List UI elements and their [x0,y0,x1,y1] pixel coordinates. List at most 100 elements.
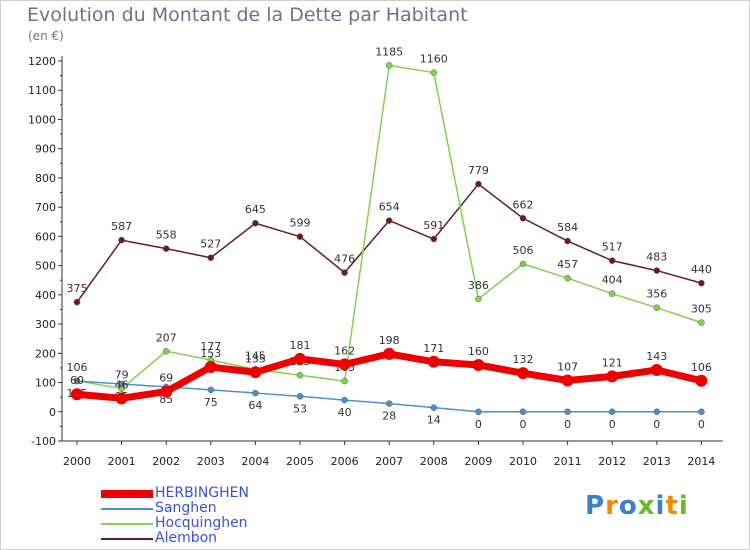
data-point-sanghen [341,396,348,404]
data-point-alembon [475,180,482,188]
brand-logo: Proxiti [585,491,695,527]
data-point-hocquinghen [519,260,527,268]
brand-logo-letter: t [665,491,679,521]
data-point-sanghen [653,408,661,416]
data-label-herbinghen: 160 [468,345,489,358]
data-point-alembon [341,269,348,276]
data-point-herbinghen [427,355,440,368]
chart-title: Evolution du Montant de la Dette par Hab… [27,4,468,26]
legend-label: Alembon [155,530,218,546]
y-tick-label: 400 [35,289,56,302]
data-label-alembon: 558 [156,229,177,242]
legend-label: Hocquinghen [155,515,248,531]
data-label-herbinghen: 121 [602,356,623,369]
data-point-alembon [162,245,170,252]
data-point-hocquinghen [698,319,705,326]
data-label-hocquinghen: 177 [200,340,221,353]
data-point-sanghen [385,400,393,407]
data-point-alembon [564,237,571,245]
data-label-herbinghen: 60 [70,374,84,387]
data-label-alembon: 527 [200,238,221,251]
data-label-hocquinghen: 404 [602,274,623,287]
data-label-alembon: 662 [513,198,534,211]
data-label-alembon: 517 [602,241,623,254]
data-point-sanghen [296,393,304,400]
y-tick-label: 100 [35,377,56,390]
x-tick-label: 2004 [241,455,269,468]
data-label-herbinghen: 106 [691,361,712,374]
data-point-herbinghen [204,361,217,374]
data-label-sanghen: 14 [427,414,441,427]
data-label-hocquinghen: 145 [245,349,266,362]
x-tick-label: 2011 [554,455,582,468]
data-label-alembon: 476 [334,253,355,266]
y-tick-label: 0 [49,406,56,419]
data-point-sanghen [73,377,81,385]
x-tick-label: 2014 [687,455,715,468]
data-label-sanghen: 0 [609,418,616,431]
data-label-alembon: 591 [423,219,444,232]
data-label-hocquinghen: 305 [691,303,712,316]
brand-logo-letter: x [637,491,656,521]
data-label-alembon: 645 [245,203,266,216]
data-point-herbinghen [695,374,708,387]
data-point-herbinghen [115,392,128,405]
x-tick-label: 2001 [108,455,136,468]
data-label-hocquinghen: 386 [468,279,489,292]
data-label-herbinghen: 181 [290,339,311,352]
data-point-alembon [385,217,393,224]
y-tick-label: 600 [35,230,56,243]
chart-subtitle: (en €) [28,29,64,43]
data-label-sanghen: 75 [204,396,218,409]
brand-logo-letter: o [618,491,638,521]
x-tick-label: 2006 [331,455,359,468]
data-point-hocquinghen [385,62,393,69]
data-point-alembon [698,279,705,287]
data-label-herbinghen: 198 [379,334,400,347]
data-label-herbinghen: 132 [513,353,534,366]
x-tick-label: 2005 [286,455,314,468]
data-point-hocquinghen [564,274,571,282]
data-point-sanghen [252,389,259,397]
data-point-herbinghen [472,359,485,371]
data-point-herbinghen [249,366,262,379]
y-tick-label: 800 [35,172,56,185]
data-label-herbinghen: 162 [334,344,355,357]
data-label-sanghen: 64 [248,399,262,412]
data-point-sanghen [118,380,125,388]
data-label-herbinghen: 171 [423,342,444,355]
data-label-alembon: 587 [111,220,132,233]
data-point-hocquinghen [296,371,304,379]
data-point-sanghen [430,404,438,411]
data-label-herbinghen: 143 [646,350,667,363]
data-label-alembon: 779 [468,164,489,177]
data-point-hocquinghen [430,69,438,76]
data-label-alembon: 654 [379,201,400,214]
data-point-alembon [519,215,527,222]
data-label-sanghen: 0 [520,418,527,431]
data-point-alembon [118,236,125,244]
brand-logo-text: Proxiti [585,491,689,521]
data-label-sanghen: 0 [653,418,660,431]
data-label-alembon: 375 [67,282,88,295]
y-tick-label: 1000 [28,113,56,126]
data-label-hocquinghen: 207 [156,331,177,344]
data-point-hocquinghen [475,295,482,303]
data-label-herbinghen: 46 [115,378,129,391]
x-tick-label: 2010 [509,455,537,468]
y-tick-label: 1100 [28,84,56,97]
data-point-herbinghen [517,367,529,380]
brand-logo-letter: i [655,491,666,521]
data-label-herbinghen: 153 [200,347,221,360]
data-point-sanghen [608,408,616,416]
data-label-alembon: 584 [557,221,578,234]
brand-logo-letter: r [605,491,619,521]
data-point-hocquinghen [608,290,616,297]
legend-swatch [101,490,153,498]
data-label-hocquinghen: 79 [115,369,129,382]
x-tick-label: 2008 [420,455,448,468]
data-point-sanghen [698,408,705,416]
data-label-herbinghen: 135 [245,352,266,365]
legend-swatch [101,508,153,510]
